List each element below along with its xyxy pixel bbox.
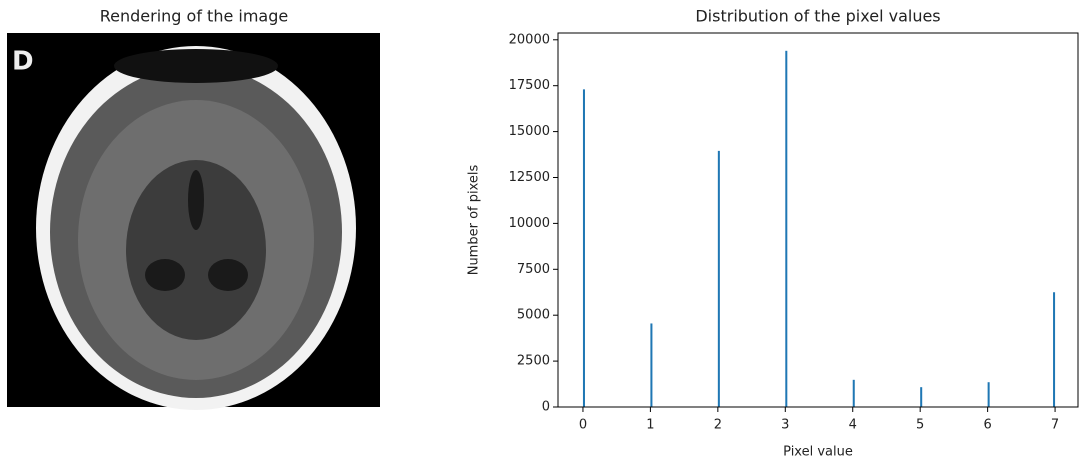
y-tick-label: 10000 [509, 216, 550, 231]
brain-center [126, 160, 266, 340]
x-tick-label: 7 [1051, 418, 1059, 433]
ventricle-left [145, 259, 185, 291]
plot-frame [557, 32, 1079, 408]
bar [717, 150, 720, 407]
x-axis-label: Pixel value [783, 445, 853, 460]
bar [920, 387, 923, 407]
x-tick-label: 5 [916, 418, 924, 433]
x-tick-label: 4 [849, 418, 857, 433]
histogram: Distribution of the pixel values Pixel v… [467, 7, 1079, 460]
scan-image: D [7, 33, 380, 410]
bar [785, 50, 788, 408]
y-tick-label: 0 [542, 400, 550, 415]
y-tick-label: 5000 [517, 308, 550, 323]
y-tick-label: 20000 [509, 32, 550, 47]
y-tick-label: 12500 [509, 170, 550, 185]
bar [852, 379, 855, 407]
y-tick-label: 15000 [509, 124, 550, 139]
y-tick-label: 17500 [509, 78, 550, 93]
x-tick-label: 2 [714, 418, 722, 433]
y-tick-label: 7500 [517, 262, 550, 277]
sinus [114, 49, 278, 83]
bar [987, 382, 990, 407]
ventricle-right [208, 259, 248, 291]
ventricle-mid [188, 170, 204, 230]
chart-title: Distribution of the pixel values [695, 7, 940, 26]
y-axis-label: Number of pixels [467, 164, 482, 275]
x-tick-label: 1 [646, 418, 654, 433]
bar [650, 323, 653, 407]
image-label: D [12, 47, 34, 77]
x-tick-label: 6 [983, 418, 991, 433]
image-title: Rendering of the image [100, 7, 288, 26]
bar [582, 89, 585, 408]
bar [1053, 292, 1056, 407]
y-tick-label: 2500 [517, 354, 550, 369]
x-tick-label: 3 [781, 418, 789, 433]
x-tick-label: 0 [579, 418, 587, 433]
